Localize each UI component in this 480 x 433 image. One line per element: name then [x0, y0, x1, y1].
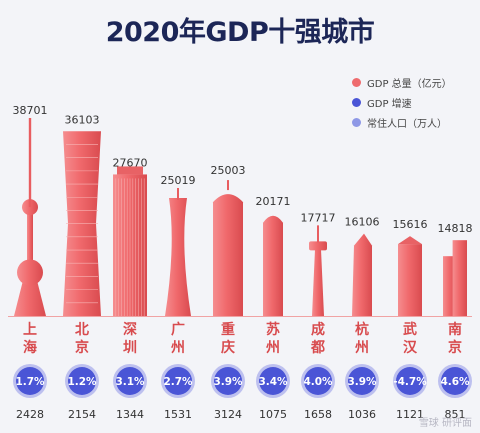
city-label: 州 [170, 340, 185, 356]
tower-8 [398, 236, 422, 316]
population-value-label: 1344 [116, 408, 144, 421]
growth-value-label: 2.7% [163, 376, 193, 388]
legend-label-gdp-total: GDP 总量（亿元） [367, 78, 452, 90]
population-value-label: 1121 [396, 408, 424, 421]
city-label: 上 [23, 322, 37, 338]
city-label: 州 [265, 340, 280, 356]
population-value-label: 1075 [259, 408, 287, 421]
chart-legend: GDP 总量（亿元） GDP 增速 常住人口（万人） [352, 72, 480, 132]
city-label: 京 [448, 339, 462, 356]
growth-circle [396, 367, 424, 395]
tower-4 [213, 180, 243, 316]
gdp-value-label: 14818 [438, 222, 473, 235]
legend-label-gdp-growth: GDP 增速 [367, 98, 412, 110]
growth-value-label: 4.6% [440, 376, 470, 388]
city-label: 武 [403, 321, 417, 338]
city-label: 广 [171, 321, 185, 338]
gdp-value-label: 38701 [13, 104, 48, 117]
tower-6 [309, 225, 327, 316]
tower-2 [113, 166, 147, 316]
population-value-label: 2428 [16, 408, 44, 421]
growth-circle [348, 367, 376, 395]
gdp-value-label: 16106 [345, 216, 380, 229]
city-label: 成 [311, 321, 325, 338]
growth-value-label: 3.4% [258, 376, 288, 388]
growth-value-label: 3.1% [115, 376, 145, 388]
tower-1 [63, 131, 101, 316]
population-value-label: 1531 [164, 408, 192, 421]
gdp-value-label: 36103 [65, 113, 100, 126]
gdp-value-label: 25003 [211, 164, 246, 177]
tower-9 [443, 240, 467, 316]
legend-item-population: 常住人口（万人） [352, 112, 480, 132]
growth-value-label: 1.7% [15, 376, 45, 388]
city-label: 京 [75, 339, 89, 356]
gdp-value-label: 15616 [393, 218, 428, 231]
legend-item-gdp-growth: GDP 增速 [352, 92, 480, 112]
legend-label-population: 常住人口（万人） [367, 118, 447, 130]
chart-title: 2020年GDP十强城市 [105, 17, 375, 48]
growth-value-label: -4.7% [393, 376, 427, 388]
tower-0 [14, 118, 46, 316]
city-label: 深 [123, 321, 137, 338]
tower-7 [352, 233, 372, 316]
gdp-value-label: 17717 [301, 211, 336, 224]
city-label: 杭 [355, 321, 369, 338]
growth-value-label: 3.9% [213, 376, 243, 388]
growth-circle [116, 367, 144, 395]
growth-value-label: 1.2% [67, 376, 97, 388]
population-value-label: 851 [445, 408, 466, 421]
city-label: 都 [310, 340, 325, 356]
growth-circle [68, 367, 96, 395]
population-value-label: 3124 [214, 408, 242, 421]
gdp-value-label: 25019 [161, 174, 196, 187]
growth-circle [164, 367, 192, 395]
tower-3 [165, 187, 191, 316]
growth-circle [259, 367, 287, 395]
legend-dot-population [352, 117, 361, 127]
city-label: 重 [221, 321, 235, 338]
city-label: 庆 [221, 339, 235, 356]
growth-circle [304, 367, 332, 395]
growth-circle [441, 367, 469, 395]
city-label: 南 [448, 321, 462, 338]
city-label: 州 [354, 340, 369, 356]
legend-dot-gdp-total [352, 77, 361, 87]
legend-item-gdp-total: GDP 总量（亿元） [352, 72, 480, 92]
gdp-value-label: 20171 [256, 195, 291, 208]
legend-dot-gdp-growth [352, 97, 361, 107]
growth-circle [16, 367, 44, 395]
population-value-label: 1658 [304, 408, 332, 421]
watermark: 雪球 研评面 [418, 418, 472, 429]
gdp-value-label: 27670 [113, 156, 148, 169]
city-label: 汉 [403, 340, 418, 356]
city-label: 苏 [266, 321, 280, 338]
city-label: 海 [23, 339, 37, 356]
growth-value-label: 4.0% [303, 376, 333, 388]
population-value-label: 2154 [68, 408, 96, 421]
growth-value-label: 3.9% [347, 376, 377, 388]
population-value-label: 1036 [348, 408, 376, 421]
tower-5 [263, 215, 283, 316]
growth-circle [214, 367, 242, 395]
city-label: 北 [75, 322, 89, 338]
city-label: 圳 [123, 340, 137, 356]
